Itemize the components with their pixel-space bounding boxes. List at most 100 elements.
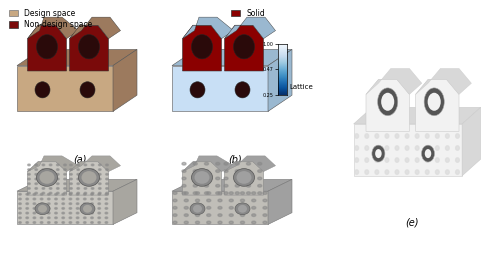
Circle shape (84, 178, 86, 180)
Polygon shape (354, 107, 480, 124)
Circle shape (64, 178, 66, 180)
Polygon shape (28, 17, 78, 39)
Circle shape (90, 222, 94, 223)
Circle shape (105, 208, 108, 209)
Circle shape (229, 214, 234, 216)
Circle shape (105, 212, 108, 214)
Ellipse shape (82, 171, 96, 184)
Circle shape (62, 217, 64, 219)
Ellipse shape (428, 93, 440, 111)
Circle shape (56, 164, 59, 166)
Circle shape (204, 177, 208, 180)
Circle shape (240, 214, 244, 216)
Circle shape (54, 194, 58, 195)
Circle shape (355, 134, 358, 138)
Circle shape (258, 177, 262, 180)
Circle shape (395, 158, 399, 162)
Circle shape (26, 222, 29, 223)
Circle shape (62, 194, 64, 195)
Circle shape (62, 212, 64, 214)
Circle shape (385, 170, 389, 174)
Circle shape (193, 185, 198, 187)
Circle shape (33, 217, 35, 219)
Circle shape (446, 170, 449, 174)
Circle shape (182, 162, 186, 165)
Circle shape (436, 134, 439, 138)
Circle shape (28, 173, 30, 175)
Circle shape (106, 164, 108, 166)
Circle shape (77, 173, 80, 175)
Circle shape (56, 192, 59, 194)
Circle shape (218, 206, 222, 209)
Circle shape (70, 164, 72, 166)
Circle shape (184, 199, 188, 202)
Text: (e): (e) (406, 218, 419, 228)
Circle shape (405, 134, 409, 138)
Ellipse shape (194, 171, 210, 184)
Circle shape (193, 162, 198, 165)
Circle shape (64, 192, 66, 194)
Circle shape (70, 188, 72, 189)
Circle shape (446, 146, 449, 150)
Ellipse shape (378, 88, 398, 116)
Circle shape (105, 222, 108, 223)
Circle shape (26, 203, 29, 205)
Circle shape (98, 188, 101, 189)
Ellipse shape (35, 203, 50, 215)
Circle shape (365, 146, 368, 150)
Circle shape (395, 146, 399, 150)
Circle shape (182, 177, 186, 180)
Circle shape (246, 185, 250, 187)
Polygon shape (113, 49, 137, 111)
Circle shape (98, 203, 100, 205)
Circle shape (106, 192, 108, 194)
Circle shape (218, 214, 222, 216)
Polygon shape (70, 156, 120, 172)
Circle shape (33, 198, 35, 200)
Circle shape (35, 183, 37, 185)
Circle shape (216, 185, 220, 187)
Circle shape (84, 212, 86, 214)
Circle shape (206, 192, 211, 195)
Circle shape (18, 194, 22, 195)
Circle shape (355, 146, 358, 150)
Circle shape (216, 162, 220, 165)
Circle shape (258, 162, 262, 165)
Circle shape (84, 217, 86, 219)
Circle shape (77, 188, 80, 189)
Circle shape (70, 183, 72, 185)
Circle shape (77, 169, 80, 170)
Ellipse shape (40, 171, 54, 184)
Polygon shape (268, 49, 292, 111)
Circle shape (365, 158, 368, 162)
Polygon shape (70, 17, 120, 39)
Circle shape (54, 203, 58, 205)
Ellipse shape (83, 205, 92, 213)
Text: (a): (a) (73, 155, 87, 165)
Circle shape (33, 222, 35, 223)
Circle shape (56, 178, 59, 180)
Circle shape (62, 198, 64, 200)
Ellipse shape (372, 145, 385, 162)
Circle shape (106, 188, 108, 189)
Circle shape (196, 192, 200, 195)
Ellipse shape (190, 82, 205, 98)
Circle shape (56, 169, 59, 170)
Ellipse shape (78, 35, 100, 59)
Circle shape (48, 194, 50, 195)
Circle shape (54, 222, 58, 223)
Circle shape (182, 170, 186, 172)
Circle shape (173, 221, 177, 224)
Circle shape (92, 169, 94, 170)
Circle shape (224, 185, 228, 187)
Circle shape (240, 206, 244, 209)
Circle shape (77, 192, 80, 194)
Circle shape (184, 192, 188, 195)
Circle shape (76, 222, 79, 223)
Circle shape (42, 173, 44, 175)
Circle shape (98, 164, 101, 166)
Circle shape (456, 146, 460, 150)
Circle shape (365, 134, 368, 138)
Circle shape (84, 164, 86, 166)
Circle shape (263, 214, 267, 216)
